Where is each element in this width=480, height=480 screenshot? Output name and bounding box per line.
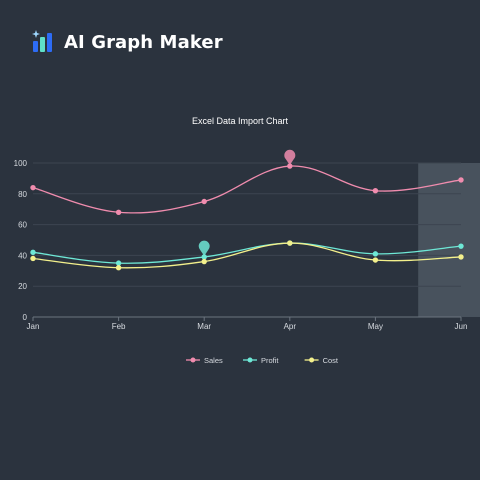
bar-chart-logo-icon bbox=[32, 30, 52, 52]
x-tick-label: Mar bbox=[197, 322, 211, 331]
app-title: AI Graph Maker bbox=[64, 31, 223, 53]
legend-label-sales[interactable]: Sales bbox=[204, 356, 223, 365]
y-tick-label: 60 bbox=[18, 221, 27, 230]
x-tick-label: Feb bbox=[112, 322, 126, 331]
legend-label-profit[interactable]: Profit bbox=[261, 356, 279, 365]
data-point-sales[interactable] bbox=[458, 177, 464, 183]
data-point-profit[interactable] bbox=[115, 260, 122, 266]
data-point-profit[interactable] bbox=[458, 243, 464, 249]
data-point-cost[interactable] bbox=[30, 255, 36, 262]
data-point-cost[interactable] bbox=[287, 240, 293, 246]
data-point-sales[interactable] bbox=[201, 198, 207, 205]
series-line-sales bbox=[32, 165, 462, 214]
y-tick-label: 100 bbox=[14, 159, 28, 168]
series-line-cost bbox=[32, 242, 462, 269]
legend-swatch-dot-profit[interactable] bbox=[247, 357, 253, 363]
data-point-cost[interactable] bbox=[115, 265, 122, 271]
data-point-cost[interactable] bbox=[201, 258, 207, 265]
legend-label-cost[interactable]: Cost bbox=[323, 356, 339, 365]
y-tick-label: 0 bbox=[23, 313, 28, 322]
data-point-cost[interactable] bbox=[372, 257, 379, 263]
x-tick-label: May bbox=[368, 322, 383, 331]
legend-swatch-dot-cost[interactable] bbox=[309, 357, 315, 363]
y-tick-label: 40 bbox=[18, 251, 27, 260]
hover-highlight-band bbox=[418, 163, 480, 317]
max-value-marker-profit bbox=[198, 240, 210, 256]
data-point-profit[interactable] bbox=[30, 249, 36, 256]
data-point-cost[interactable] bbox=[458, 254, 464, 260]
x-tick-label: Jun bbox=[455, 322, 468, 331]
data-point-sales[interactable] bbox=[115, 209, 122, 215]
series-line-profit bbox=[32, 242, 462, 264]
data-point-profit[interactable] bbox=[372, 251, 379, 257]
chart-title: Excel Data Import Chart bbox=[192, 116, 289, 126]
y-tick-label: 20 bbox=[18, 282, 27, 291]
data-point-sales[interactable] bbox=[30, 184, 36, 191]
y-tick-label: 80 bbox=[18, 190, 27, 199]
x-tick-label: Jan bbox=[27, 322, 40, 331]
app-header: AI Graph Maker bbox=[30, 27, 223, 57]
data-point-sales[interactable] bbox=[372, 188, 379, 194]
max-value-marker-sales bbox=[284, 149, 296, 166]
legend-swatch-dot-sales[interactable] bbox=[190, 357, 196, 363]
x-tick-label: Apr bbox=[284, 322, 297, 331]
